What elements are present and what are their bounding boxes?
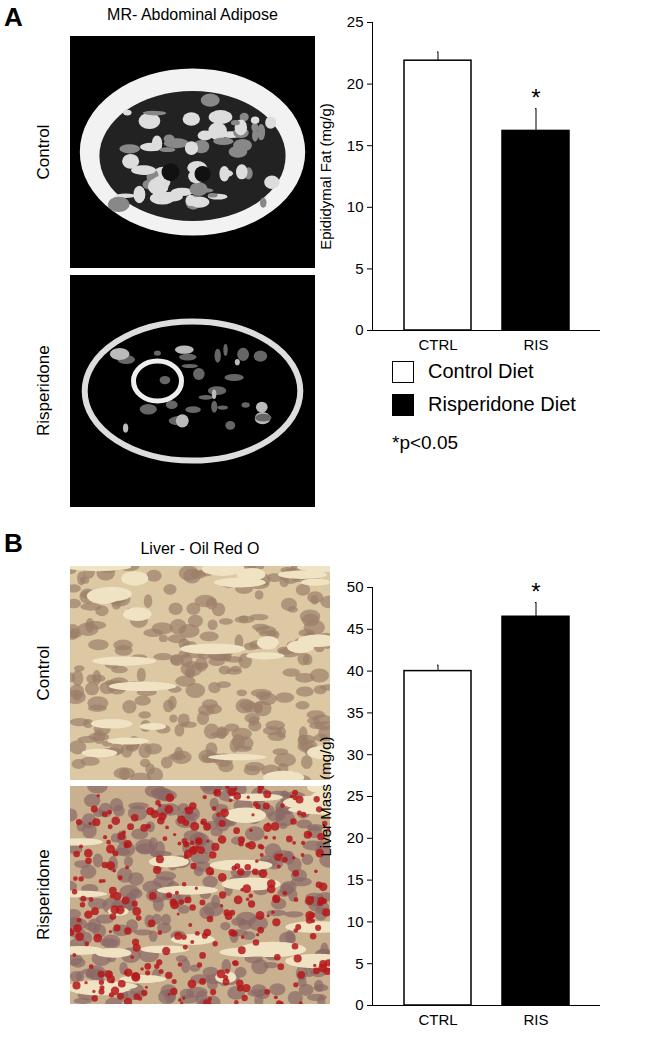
html-text:MR- Abdominal Adipose: MR- Abdominal Adipose xyxy=(107,6,278,23)
svg-text:30: 30 xyxy=(347,746,364,763)
html-text:Control: Control xyxy=(34,645,53,701)
svg-text:Epididymal Fat (mg/g): Epididymal Fat (mg/g) xyxy=(317,103,334,250)
svg-text:20: 20 xyxy=(347,75,364,92)
html-text:Risperidone Diet: Risperidone Diet xyxy=(428,393,576,415)
svg-text:*: * xyxy=(531,578,540,605)
svg-text:35: 35 xyxy=(347,704,364,721)
html-text:Control: Control xyxy=(34,124,53,180)
svg-text:CTRL: CTRL xyxy=(418,1011,457,1028)
svg-text:20: 20 xyxy=(347,829,364,846)
svg-text:50: 50 xyxy=(347,578,364,595)
svg-text:45: 45 xyxy=(347,620,364,637)
svg-text:Liver Mass (mg/g): Liver Mass (mg/g) xyxy=(317,736,334,856)
svg-text:CTRL: CTRL xyxy=(418,336,457,353)
svg-text:25: 25 xyxy=(347,13,364,30)
svg-text:RIS: RIS xyxy=(523,336,548,353)
svg-text:15: 15 xyxy=(347,137,364,154)
svg-text:*: * xyxy=(531,84,540,111)
html-text:*p<0.05: *p<0.05 xyxy=(392,432,458,453)
svg-text:5: 5 xyxy=(355,955,363,972)
svg-text:5: 5 xyxy=(355,260,363,277)
html-text:Risperidone: Risperidone xyxy=(34,345,53,436)
svg-text:10: 10 xyxy=(347,198,364,215)
html-text:A: A xyxy=(4,2,23,32)
html-text:Control Diet: Control Diet xyxy=(428,360,534,382)
html-text:Liver - Oil Red O: Liver - Oil Red O xyxy=(140,540,260,557)
svg-text:0: 0 xyxy=(355,321,363,338)
svg-text:40: 40 xyxy=(347,662,364,679)
svg-text:0: 0 xyxy=(355,996,363,1013)
html-text:B: B xyxy=(4,528,23,558)
html-text:Risperidone: Risperidone xyxy=(34,849,53,940)
svg-text:15: 15 xyxy=(347,871,364,888)
svg-text:25: 25 xyxy=(347,787,364,804)
svg-text:RIS: RIS xyxy=(523,1011,548,1028)
svg-text:10: 10 xyxy=(347,913,364,930)
